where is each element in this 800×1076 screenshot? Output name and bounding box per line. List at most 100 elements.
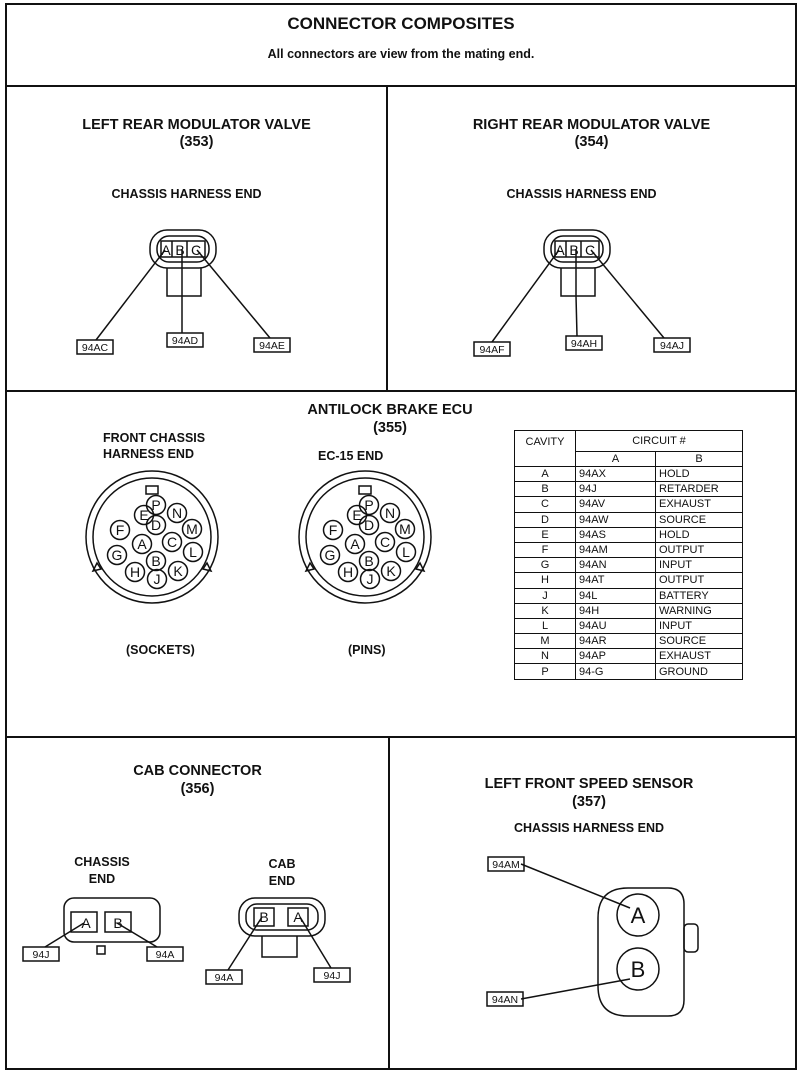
- cab-end-label-2: END: [268, 874, 296, 888]
- cavity-356-cab-a: A: [293, 909, 303, 925]
- table-row: F 94AM OUTPUT: [514, 541, 743, 559]
- circuit-b-cell: OUTPUT: [655, 572, 743, 589]
- ecu-socket-pin-label-g: G: [112, 547, 123, 563]
- ecu-pin-pin-p: [358, 494, 380, 516]
- wire-label-357-a: 94AM: [492, 859, 519, 871]
- wire-356-chassis-a: [44, 922, 85, 948]
- circuit-b-cell: HOLD: [655, 465, 743, 483]
- wire-label-354-a: 94AF: [479, 344, 504, 356]
- connector-357-title: LEFT FRONT SPEED SENSOR: [484, 776, 694, 792]
- ecu-left-label-1: FRONT CHASSIS: [103, 431, 206, 445]
- ecu-socket-pin-label-d: D: [151, 517, 161, 533]
- ecu-socket-pin-label-n: N: [172, 505, 182, 521]
- connector-356-number: (356): [180, 781, 215, 797]
- wire-label-356-cab-b: 94A: [215, 972, 234, 984]
- circuit-b-cell: WARNING: [655, 602, 743, 619]
- ecu-pin-pin-f: [322, 519, 344, 541]
- cavity-column-header: CAVITY: [514, 430, 576, 467]
- ecu-socket-pin-p: [145, 494, 167, 516]
- wire-label-box-357-b: [486, 991, 524, 1007]
- ecu-pin-pin-label-g: G: [325, 547, 336, 563]
- wire-label-box-354-a: [473, 341, 511, 357]
- wire-label-box-356-chassis-a: [22, 946, 60, 962]
- cavity-353-b: B: [175, 242, 184, 258]
- wire-label-box-353-c: [253, 337, 291, 353]
- wire-label-box-353-a: [76, 339, 114, 355]
- table-row: D 94AW SOURCE: [514, 511, 743, 528]
- connector-353-body: [149, 229, 217, 297]
- ecu-pin-pin-label-m: M: [399, 521, 411, 537]
- connector-354-end-label: CHASSIS HARNESS END: [506, 187, 657, 201]
- ecu-pin-pin-label-a: A: [350, 536, 360, 552]
- circuit-b-cell: GROUND: [655, 663, 743, 680]
- table-row: E 94AS HOLD: [514, 526, 743, 543]
- ecu-pin-pin-n: [379, 502, 401, 524]
- wire-label-box-356-chassis-b: [146, 946, 184, 962]
- table-row: A 94AX HOLD: [514, 465, 743, 483]
- ecu-pin-pin-label-d: D: [364, 517, 374, 533]
- wire-label-box-357-a: [487, 856, 525, 872]
- cavity-357-a: A: [631, 903, 646, 928]
- wire-label-356-chassis-b: 94A: [156, 949, 175, 961]
- cavity-356-cab-b: B: [259, 909, 268, 925]
- ecu-socket-pin-label-f: F: [116, 522, 125, 538]
- cab-end-label-1: CAB: [268, 857, 296, 871]
- wire-label-box-356-cab-b: [205, 969, 243, 985]
- cavity-354-b: B: [569, 242, 578, 258]
- ecu-left-caption: (SOCKETS): [126, 643, 195, 657]
- wire-353-a: [95, 249, 166, 341]
- ecu-socket-pin-j: [146, 568, 168, 590]
- circuit-b-cell: EXHAUST: [655, 496, 743, 513]
- ecu-socket-pin-label-b: B: [151, 553, 160, 569]
- ecu-pin-pin-m: [394, 518, 416, 540]
- ecu-left-label-2: HARNESS END: [103, 447, 194, 461]
- cab-chassis-label-2: END: [88, 872, 116, 886]
- circuit-a-cell: 94AX: [575, 465, 656, 483]
- ecu-socket-pin-label-c: C: [167, 534, 177, 550]
- ecu-pin-pin-h: [337, 561, 359, 583]
- wire-label-353-c: 94AE: [259, 340, 285, 352]
- circuit-b-cell: INPUT: [655, 617, 743, 635]
- wire-356-cab-b: [227, 916, 263, 971]
- table-row: H 94AT OUTPUT: [514, 572, 743, 589]
- ecu-socket-pin-label-h: H: [130, 564, 140, 580]
- table-row: L 94AU INPUT: [514, 617, 743, 635]
- circuit-column-header: CIRCUIT #: [575, 430, 743, 452]
- circuit-a-cell: 94-G: [575, 663, 656, 680]
- cavity-356-chassis-b: B: [113, 915, 122, 931]
- connector-356-title: CAB CONNECTOR: [133, 763, 262, 779]
- wire-label-box-354-c: [653, 337, 691, 353]
- connector-354-body: [543, 229, 611, 297]
- ecu-pin-pin-j: [359, 568, 381, 590]
- table-row: N 94AP EXHAUST: [514, 648, 743, 665]
- ecu-socket-pin-k: [167, 560, 189, 582]
- wire-356-cab-a: [299, 916, 332, 969]
- wire-label-354-c: 94AJ: [660, 340, 684, 352]
- ecu-pin-pin-label-b: B: [364, 553, 373, 569]
- ecu-pin-pin-label-k: K: [386, 563, 396, 579]
- ecu-socket-pin-e: [133, 504, 155, 526]
- cavity-357-b: B: [631, 957, 646, 982]
- ecu-socket-pin-m: [181, 518, 203, 540]
- wire-353-c: [196, 249, 271, 339]
- page-subtitle: All connectors are view from the mating …: [267, 47, 535, 61]
- cab-chassis-connector: [63, 897, 161, 955]
- cavity-354-c: C: [585, 242, 595, 258]
- cavity-356-chassis-a: A: [81, 915, 91, 931]
- ecu-pin-pin-c: [374, 531, 396, 553]
- ecu-pin-pin-l: [395, 541, 417, 563]
- ecu-pin-pin-label-j: J: [367, 571, 374, 587]
- table-row: K 94H WARNING: [514, 602, 743, 619]
- wire-label-box-356-cab-a: [313, 967, 351, 983]
- ecu-socket-pin-label-k: K: [173, 563, 183, 579]
- ecu-pin-pin-label-e: E: [352, 507, 361, 523]
- wire-label-356-chassis-a: 94J: [33, 949, 50, 961]
- ecu-socket-pin-c: [161, 531, 183, 553]
- connector-355-number: (355): [373, 420, 407, 436]
- wire-354-c: [590, 249, 665, 339]
- connector-354-number: (354): [574, 134, 609, 150]
- cavity-354-a: A: [555, 242, 565, 258]
- connector-357-number: (357): [572, 794, 606, 810]
- circuit-b-cell: EXHAUST: [655, 648, 743, 665]
- wire-357-b: [520, 978, 631, 1000]
